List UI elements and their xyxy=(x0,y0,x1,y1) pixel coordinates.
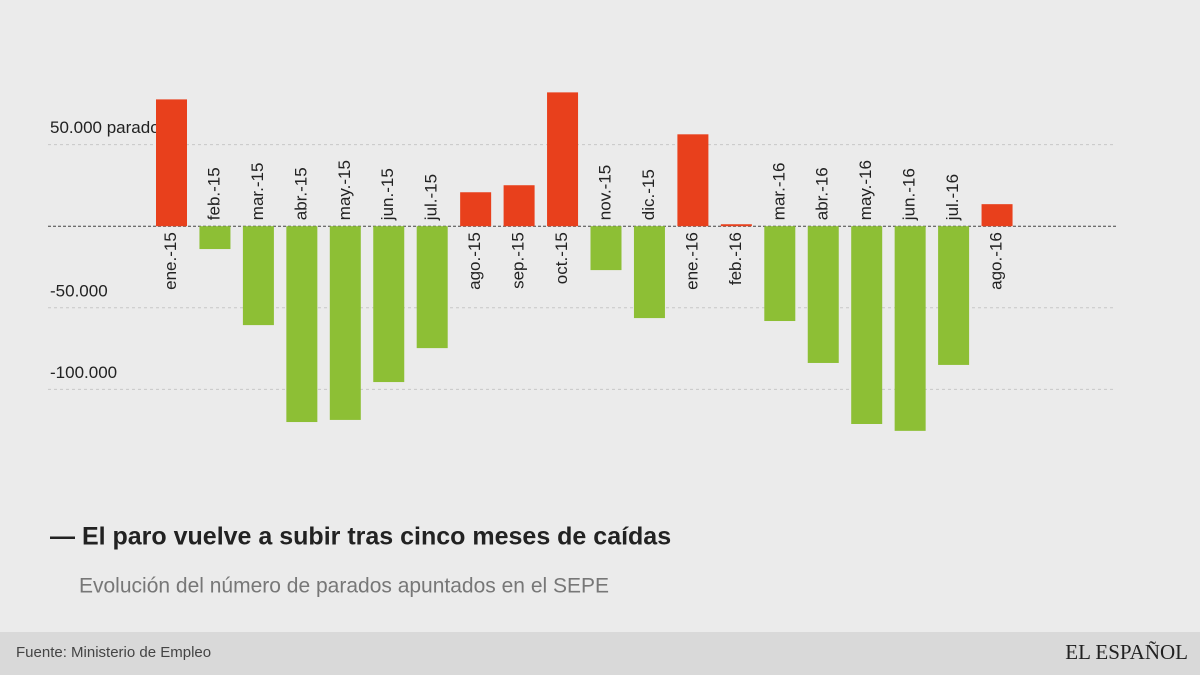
bar xyxy=(547,92,579,227)
x-tick-label: abr.-16 xyxy=(813,167,832,220)
bar xyxy=(460,192,492,227)
x-tick-label: ene.-16 xyxy=(682,232,701,290)
x-tick-label: ene.-15 xyxy=(161,232,180,290)
bar xyxy=(156,99,187,227)
x-tick-label: jun.-16 xyxy=(900,168,919,221)
bar xyxy=(242,226,274,326)
x-tick-label: abr.-15 xyxy=(291,167,310,220)
x-tick-label: jul.-16 xyxy=(943,174,962,221)
chart-title: — El paro vuelve a subir tras cinco mese… xyxy=(50,523,671,551)
bar xyxy=(199,226,231,250)
x-tick-label: dic.-15 xyxy=(639,169,658,220)
bar xyxy=(416,226,448,349)
x-tick-label: jul.-15 xyxy=(422,174,441,221)
y-tick-label: 50.000 parados xyxy=(50,118,168,137)
bar xyxy=(720,224,752,227)
x-tick-label: jun.-15 xyxy=(378,168,397,221)
bar xyxy=(807,226,839,363)
bar xyxy=(329,226,361,420)
x-tick-label: mar.-15 xyxy=(248,163,267,221)
y-tick-label: -50.000 xyxy=(50,281,108,300)
x-tick-label: may.-15 xyxy=(335,160,354,220)
y-tick-label: -100.000 xyxy=(50,363,117,382)
x-tick-label: mar.-16 xyxy=(769,163,788,221)
x-tick-label: oct.-15 xyxy=(552,232,571,284)
bar xyxy=(938,226,970,365)
bar xyxy=(373,226,405,383)
bar xyxy=(981,204,1013,227)
bar xyxy=(764,226,796,322)
x-tick-label: sep.-15 xyxy=(509,232,528,289)
brand-logo: EL ESPAÑOL xyxy=(1065,640,1188,664)
bar xyxy=(677,134,709,227)
bar xyxy=(894,226,926,431)
bar xyxy=(590,226,622,271)
bar xyxy=(286,226,318,423)
x-tick-label: ago.-15 xyxy=(465,232,484,290)
bar xyxy=(851,226,883,424)
source: Fuente: Ministerio de Empleo xyxy=(16,644,211,661)
bar xyxy=(503,185,535,227)
footer xyxy=(0,632,1200,675)
x-tick-label: feb.-15 xyxy=(204,167,223,220)
bar xyxy=(633,226,665,319)
x-tick-label: nov.-15 xyxy=(595,165,614,220)
x-tick-label: ago.-16 xyxy=(987,232,1006,290)
chart-subtitle: Evolución del número de parados apuntado… xyxy=(79,575,609,598)
x-tick-label: feb.-16 xyxy=(726,232,745,285)
x-tick-label: may.-16 xyxy=(856,160,875,220)
